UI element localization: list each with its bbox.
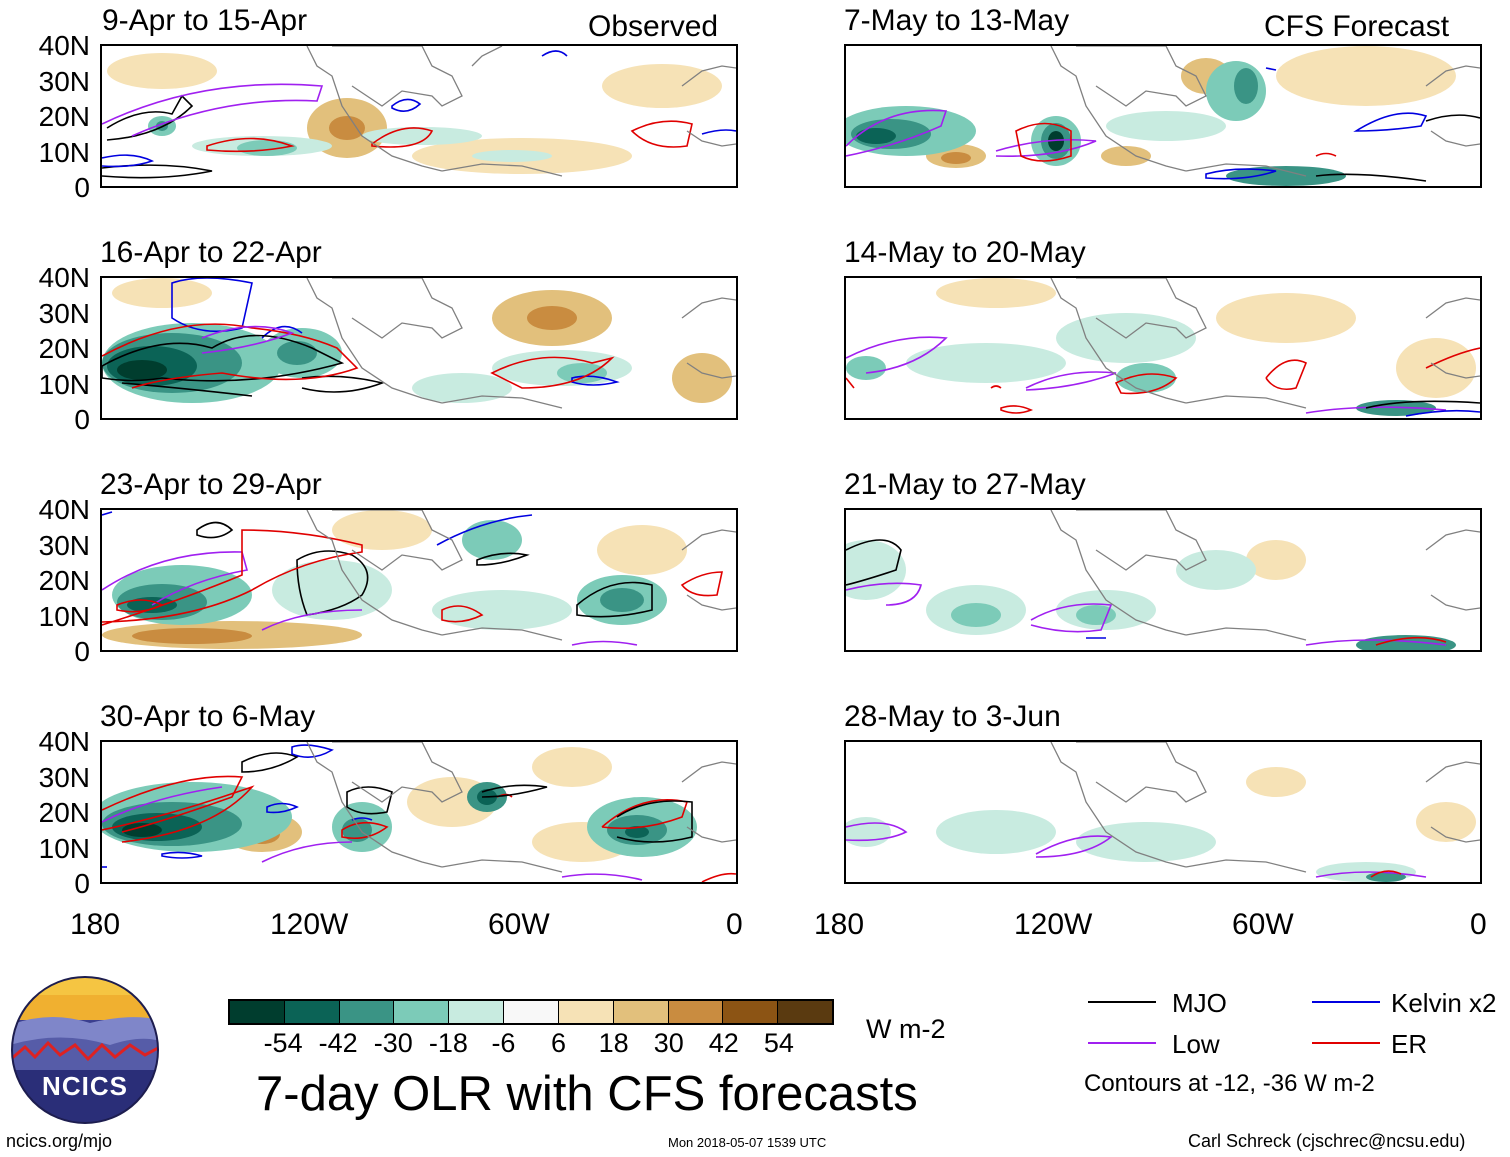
panel-title: 16-Apr to 22-Apr <box>100 236 322 269</box>
colorbar-swatch <box>394 1001 450 1023</box>
colorbar-tick-label: 42 <box>708 1028 739 1058</box>
legend-label-kelvin: Kelvin x2 <box>1391 988 1497 1018</box>
colorbar-labels: -54 -42 -30 -18 -6 6 18 30 42 54 <box>228 1030 834 1060</box>
legend-line-low <box>1088 1042 1156 1044</box>
legend-line-mjo <box>1088 1001 1156 1003</box>
lat-label: 10N <box>38 832 90 864</box>
lat-label: 20N <box>38 101 90 132</box>
lon-label-180: 180 <box>70 908 121 941</box>
colorbar-tick-label: -18 <box>428 1028 468 1058</box>
colorbar-swatch <box>284 1001 340 1023</box>
colorbar-swatch <box>778 1001 832 1023</box>
lat-label: 0 <box>74 868 90 899</box>
lon-label-0: 0 <box>726 908 743 941</box>
lat-label: 30N <box>38 761 90 793</box>
panel-title: 21-May to 27-May <box>844 468 1086 501</box>
colorbar-units: W m-2 <box>866 1014 946 1044</box>
lon-label-60w: 60W <box>1232 908 1294 941</box>
colorbar-swatch <box>558 1001 614 1023</box>
credit: Carl Schreck (cjschrec@ncsu.edu) <box>1188 1131 1466 1151</box>
colorbar-tick-label: 18 <box>598 1028 629 1058</box>
panel-title: 28-May to 3-Jun <box>844 700 1061 733</box>
colorbar <box>228 999 834 1025</box>
lat-label: 30N <box>38 529 90 561</box>
ncics-logo: NCICS <box>10 975 160 1125</box>
lat-label: 40N <box>38 494 90 525</box>
forecast-label: CFS Forecast <box>1264 10 1450 43</box>
colorbar-swatch <box>613 1001 669 1023</box>
lat-label: 20N <box>38 797 90 828</box>
lon-label-0: 0 <box>1470 908 1487 941</box>
lon-label-180: 180 <box>814 908 865 941</box>
legend-note: Contours at -12, -36 W m-2 <box>1084 1070 1375 1097</box>
panel-title: 30-Apr to 6-May <box>100 700 316 733</box>
lat-label: 0 <box>74 636 90 667</box>
lat-label: 30N <box>38 297 90 329</box>
legend-line-kelvin <box>1312 1001 1380 1003</box>
map-panel-4 <box>100 740 738 884</box>
source-url[interactable]: ncics.org/mjo <box>6 1131 113 1151</box>
colorbar-tick-label: -6 <box>491 1028 516 1058</box>
lat-label: 0 <box>74 172 90 203</box>
lat-label: 10N <box>38 136 90 168</box>
legend-label-er: ER <box>1391 1029 1428 1059</box>
lat-label: 10N <box>38 368 90 400</box>
colorbar-tick-label: 30 <box>653 1028 684 1058</box>
map-panel-8 <box>844 740 1482 884</box>
lat-label: 20N <box>38 333 90 364</box>
map-panel-2 <box>100 276 738 420</box>
colorbar-swatch <box>230 1001 285 1023</box>
colorbar-swatch <box>668 1001 724 1023</box>
colorbar-swatch <box>449 1001 505 1023</box>
map-panel-5 <box>844 44 1482 188</box>
lat-label: 40N <box>38 30 90 61</box>
lon-label-120w: 120W <box>1014 908 1093 941</box>
lat-label: 30N <box>38 65 90 97</box>
colorbar-tick-label: 6 <box>551 1028 567 1058</box>
map-panel-6 <box>844 276 1482 420</box>
observed-label: Observed <box>588 10 719 43</box>
colorbar-swatch <box>339 1001 395 1023</box>
colorbar-swatch <box>504 1001 559 1023</box>
panel-title: 9-Apr to 15-Apr <box>102 4 308 37</box>
colorbar-tick-label: 54 <box>763 1028 794 1058</box>
map-panel-1 <box>100 44 738 188</box>
lat-label: 0 <box>74 404 90 435</box>
lon-label-120w: 120W <box>270 908 349 941</box>
colorbar-swatch <box>723 1001 779 1023</box>
lat-label: 10N <box>38 600 90 632</box>
timestamp: Mon 2018-05-07 1539 UTC <box>668 1135 827 1150</box>
main-title: 7-day OLR with CFS forecasts <box>256 1067 918 1121</box>
logo-text: NCICS <box>42 1071 128 1101</box>
map-panel-3 <box>100 508 738 652</box>
panel-title: 14-May to 20-May <box>844 236 1086 269</box>
map-panel-7 <box>844 508 1482 652</box>
legend-label-low: Low <box>1172 1029 1220 1059</box>
lat-label: 40N <box>38 262 90 293</box>
colorbar-tick-label: -42 <box>318 1028 358 1058</box>
panel-title: 7-May to 13-May <box>844 4 1070 37</box>
lon-label-60w: 60W <box>488 908 550 941</box>
colorbar-tick-label: -30 <box>373 1028 413 1058</box>
lat-label: 20N <box>38 565 90 596</box>
lat-label: 40N <box>38 726 90 757</box>
colorbar-tick-label: -54 <box>263 1028 303 1058</box>
legend-label-mjo: MJO <box>1172 988 1227 1018</box>
legend-line-er <box>1312 1042 1380 1044</box>
panel-title: 23-Apr to 29-Apr <box>100 468 322 501</box>
